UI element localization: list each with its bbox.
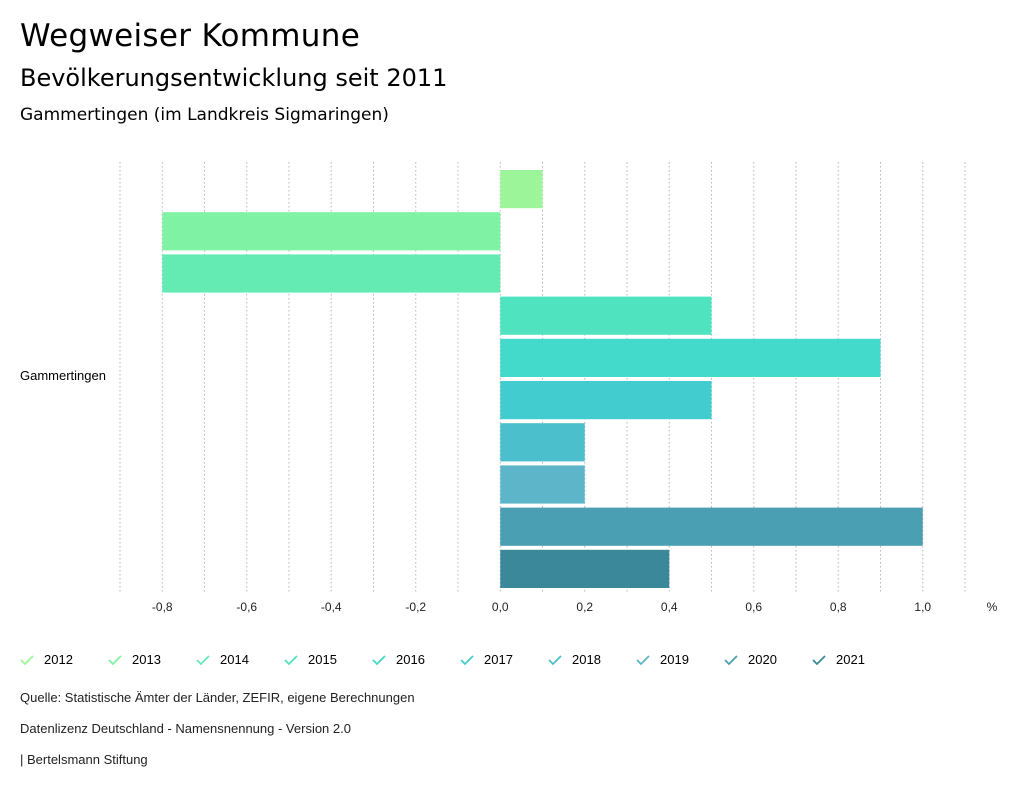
- x-tick-label: 0,6: [745, 600, 762, 614]
- checkmark-icon: [724, 654, 738, 665]
- legend-item-2019[interactable]: 2019: [636, 652, 724, 667]
- publisher-note: | Bertelsmann Stiftung: [20, 752, 148, 767]
- license-note: Datenlizenz Deutschland - Namensnennung …: [20, 721, 351, 736]
- legend-label: 2012: [44, 652, 73, 667]
- legend-label: 2014: [220, 652, 249, 667]
- x-tick-label: -0,8: [152, 600, 173, 614]
- checkmark-icon: [284, 654, 298, 665]
- bar-2018[interactable]: [500, 423, 585, 462]
- legend-item-2017[interactable]: 2017: [460, 652, 548, 667]
- legend-label: 2018: [572, 652, 601, 667]
- legend-label: 2016: [396, 652, 425, 667]
- legend-item-2018[interactable]: 2018: [548, 652, 636, 667]
- legend-item-2020[interactable]: 2020: [724, 652, 812, 667]
- x-axis-ticks: -0,8 -0,6 -0,4 -0,2 0,0 0,2 0,4 0,6 0,8 1,0: [152, 600, 932, 614]
- legend-label: 2019: [660, 652, 689, 667]
- chart-subtitle: Bevölkerungsentwicklung seit 2011: [20, 64, 448, 92]
- bar-chart: -0,8 -0,6 -0,4 -0,2 0,0 0,2 0,4 0,6 0,8 1,0 %: [119, 162, 998, 614]
- x-tick-label: -0,4: [321, 600, 342, 614]
- legend-label: 2020: [748, 652, 777, 667]
- legend-label: 2017: [484, 652, 513, 667]
- bar-2013[interactable]: [162, 212, 501, 251]
- bars: [162, 170, 923, 588]
- bar-2021[interactable]: [500, 549, 670, 588]
- bar-2016[interactable]: [500, 338, 881, 377]
- checkmark-icon: [20, 654, 34, 665]
- legend-item-2015[interactable]: 2015: [284, 652, 372, 667]
- bar-2019[interactable]: [500, 465, 585, 504]
- checkmark-icon: [108, 654, 122, 665]
- x-tick-label: 0,2: [576, 600, 593, 614]
- legend-item-2021[interactable]: 2021: [812, 652, 900, 667]
- x-tick-label: 0,0: [492, 600, 509, 614]
- bar-2012[interactable]: [500, 170, 543, 209]
- x-tick-label: -0,6: [236, 600, 257, 614]
- checkmark-icon: [460, 654, 474, 665]
- bar-2020[interactable]: [500, 507, 923, 546]
- checkmark-icon: [548, 654, 562, 665]
- legend-item-2014[interactable]: 2014: [196, 652, 284, 667]
- checkmark-icon: [636, 654, 650, 665]
- bar-2015[interactable]: [500, 296, 712, 335]
- bar-2014[interactable]: [162, 254, 501, 293]
- x-tick-label: 1,0: [914, 600, 931, 614]
- x-tick-label: 0,4: [661, 600, 678, 614]
- region-label: Gammertingen (im Landkreis Sigmaringen): [20, 105, 389, 125]
- checkmark-icon: [372, 654, 386, 665]
- checkmark-icon: [196, 654, 210, 665]
- x-tick-label: 0,8: [830, 600, 847, 614]
- legend-item-2013[interactable]: 2013: [108, 652, 196, 667]
- legend: 2012 2013 2014 2015 2016 2017 2018 2019 2020 2021: [20, 652, 900, 667]
- source-note: Quelle: Statistische Ämter der Länder, Z…: [20, 690, 415, 705]
- legend-label: 2021: [836, 652, 865, 667]
- category-label: Gammertingen: [20, 368, 106, 383]
- bar-2017[interactable]: [500, 381, 712, 420]
- legend-label: 2015: [308, 652, 337, 667]
- legend-item-2012[interactable]: 2012: [20, 652, 108, 667]
- checkmark-icon: [812, 654, 826, 665]
- legend-label: 2013: [132, 652, 161, 667]
- x-tick-label: -0,2: [405, 600, 426, 614]
- chart-title: Wegweiser Kommune: [20, 18, 361, 54]
- legend-item-2016[interactable]: 2016: [372, 652, 460, 667]
- x-axis-unit: %: [987, 600, 998, 614]
